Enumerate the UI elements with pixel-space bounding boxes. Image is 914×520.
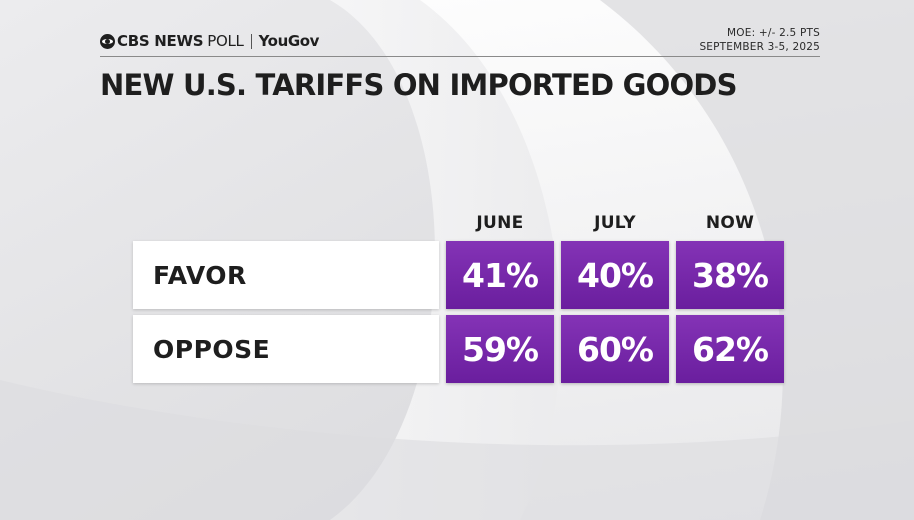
cbs-eye-icon — [100, 33, 115, 49]
header: CBS NEWS POLL YouGov MOE: +/- 2.5 PTS SE… — [100, 26, 820, 56]
cell-favor-now: 38% — [676, 241, 784, 309]
column-header-now: NOW — [705, 213, 755, 233]
column-header-june: JUNE — [476, 213, 524, 233]
cell-oppose-june: 59% — [446, 315, 554, 383]
header-rule — [100, 56, 820, 57]
cell-favor-july: 40% — [561, 241, 669, 309]
column-header-july: JULY — [594, 213, 636, 233]
poll-meta: MOE: +/- 2.5 PTS SEPTEMBER 3-5, 2025 — [699, 26, 820, 54]
logo-divider — [250, 33, 252, 49]
poll-dates: SEPTEMBER 3-5, 2025 — [699, 41, 820, 53]
row-label-oppose: OPPOSE — [133, 315, 439, 383]
cell-oppose-july: 60% — [561, 315, 669, 383]
poll-label: POLL — [207, 32, 244, 50]
margin-of-error: MOE: +/- 2.5 PTS — [727, 27, 820, 39]
logo-row: CBS NEWS POLL YouGov — [100, 30, 319, 52]
cell-favor-june: 41% — [446, 241, 554, 309]
partner-name: YouGov — [258, 32, 320, 50]
chart-title: NEW U.S. TARIFFS ON IMPORTED GOODS — [100, 68, 737, 102]
row-label-favor: FAVOR — [133, 241, 439, 309]
cell-oppose-now: 62% — [676, 315, 784, 383]
brand-name: CBS NEWS — [117, 32, 204, 50]
